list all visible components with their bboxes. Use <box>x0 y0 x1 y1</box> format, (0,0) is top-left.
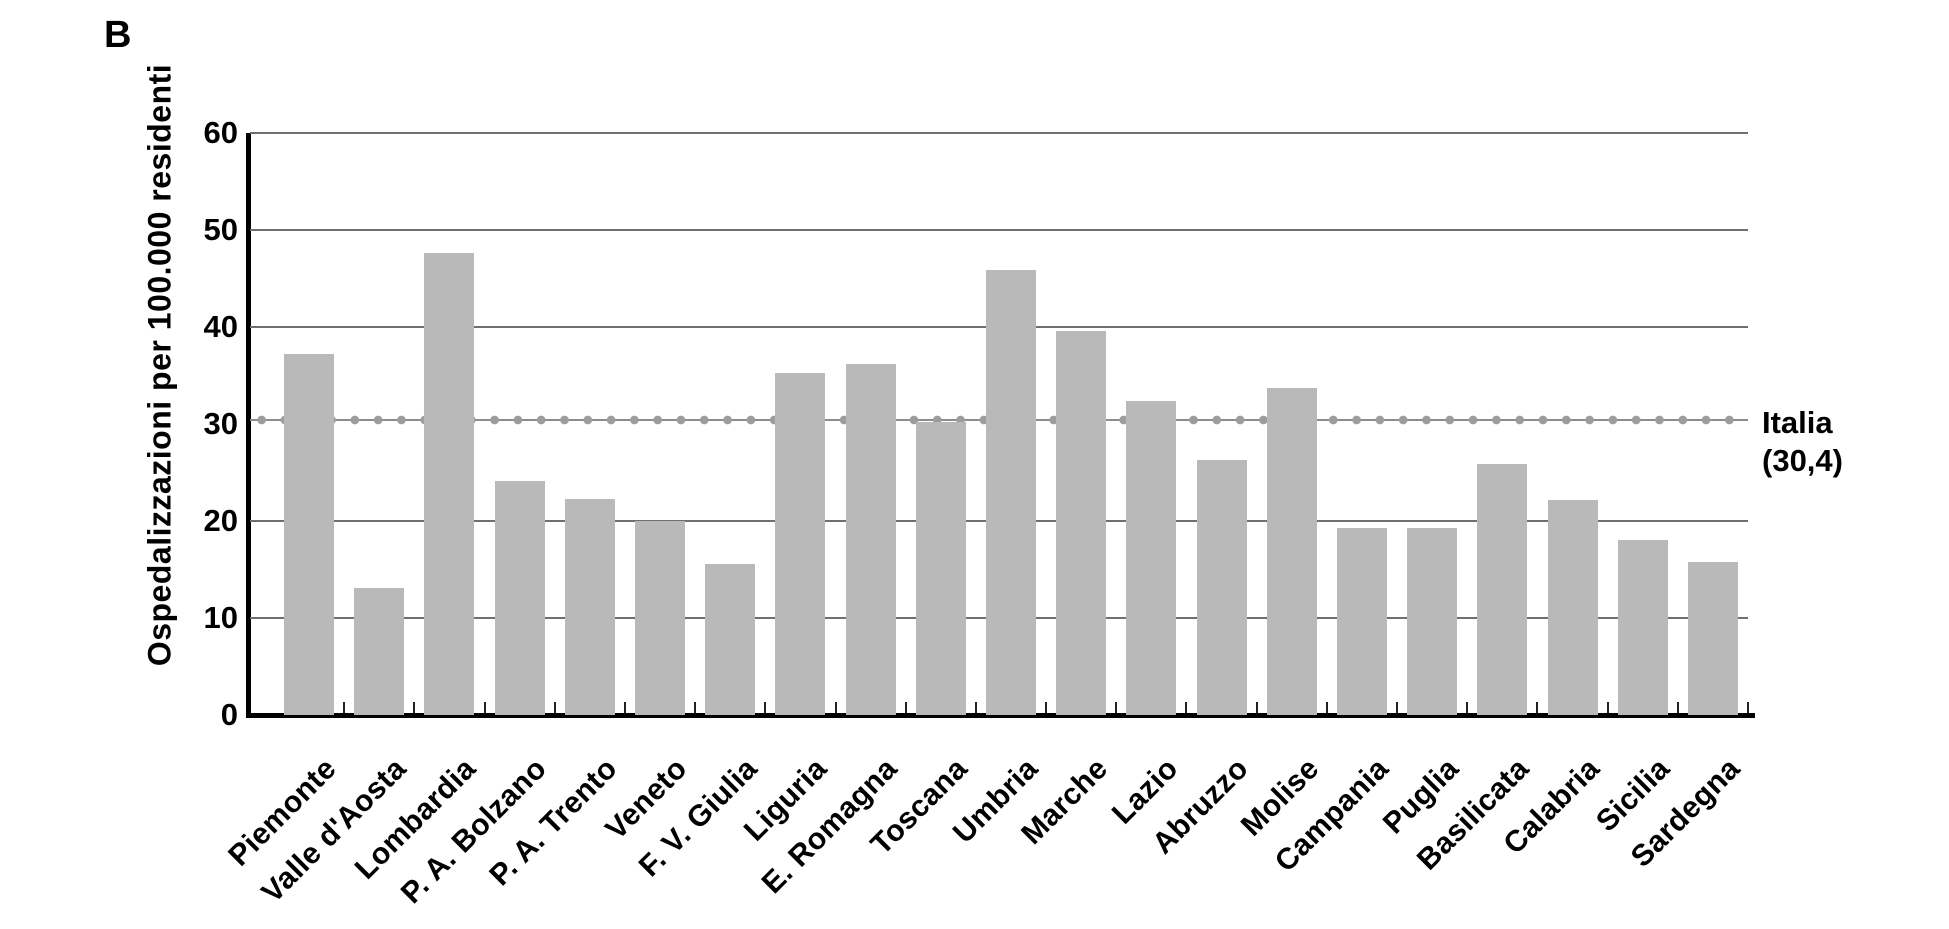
x-axis-tick-base <box>407 713 422 718</box>
bar-toscana <box>915 422 966 715</box>
y-tick-label-40: 40 <box>203 309 238 344</box>
x-axis-tick-base <box>758 713 773 718</box>
bar-abruzzo <box>1196 459 1247 715</box>
x-axis-tick <box>343 702 346 715</box>
x-axis-tick-base <box>337 713 352 718</box>
gridline-50 <box>250 229 1748 231</box>
x-axis-tick <box>1115 702 1118 715</box>
bar-lazio <box>1126 400 1177 715</box>
panel-label: B <box>104 14 132 56</box>
bar-puglia <box>1407 527 1458 715</box>
x-axis-tick <box>1325 702 1328 715</box>
bar-calabria <box>1547 499 1598 715</box>
x-axis-tick <box>1045 702 1048 715</box>
y-tick-label-50: 50 <box>203 212 238 247</box>
y-tick-label-30: 30 <box>203 406 238 441</box>
x-axis-tick-base <box>1319 713 1334 718</box>
x-axis-tick-base <box>1530 713 1545 718</box>
bar-marche <box>1056 330 1107 715</box>
x-axis-tick <box>1466 702 1469 715</box>
x-axis-tick <box>1606 702 1609 715</box>
plot-area: 0 10 20 30 40 50 60 Piemonte Valle d'Aosta Lombar… <box>204 115 1755 910</box>
y-tick-label-10: 10 <box>203 600 238 635</box>
y-tick-label-0: 0 <box>220 697 238 732</box>
bar-umbria <box>986 269 1036 715</box>
reference-line-label-value: (30,4) <box>1762 443 1843 478</box>
y-tick-label-20: 20 <box>203 503 238 538</box>
x-axis-tick-base <box>1109 713 1124 718</box>
bar-p-a-trento <box>564 498 615 715</box>
bar-basilicata <box>1477 463 1528 715</box>
bar-valle-d-aosta <box>354 587 405 715</box>
x-axis-tick <box>1396 702 1399 715</box>
x-axis-tick <box>974 702 977 715</box>
bar-e-romagna <box>845 363 896 715</box>
y-axis-title: Ospedalizzazioni per 100.000 residenti <box>141 63 178 667</box>
bar-veneto <box>635 521 686 715</box>
x-axis-tick-base <box>1390 713 1405 718</box>
bar-molise <box>1266 388 1317 715</box>
y-tick-label-60: 60 <box>203 115 238 150</box>
x-axis-tick-base <box>1460 713 1475 718</box>
x-axis-tick <box>483 702 486 715</box>
x-axis-tick <box>1255 702 1258 715</box>
x-axis-tick <box>1536 702 1539 715</box>
x-axis-tick <box>834 702 837 715</box>
x-axis-tick-base <box>617 713 632 718</box>
x-axis-tick <box>1747 702 1749 715</box>
bar-piemonte <box>284 354 335 715</box>
x-axis-tick-base <box>1039 713 1054 718</box>
x-axis-tick-base <box>1600 713 1615 718</box>
bar-sicilia <box>1617 540 1668 715</box>
bar-campania <box>1336 527 1387 715</box>
bar-sardegna <box>1687 561 1738 715</box>
x-axis-tick <box>623 702 626 715</box>
x-axis-tick-base <box>477 713 492 718</box>
x-axis-tick-base <box>547 713 562 718</box>
x-axis-tick-base <box>1179 713 1194 718</box>
x-axis-tick-base <box>1741 713 1755 718</box>
bar-p-a-bolzano <box>494 481 545 715</box>
x-axis-tick <box>694 702 697 715</box>
x-axis-tick-base <box>828 713 843 718</box>
x-axis-tick <box>1185 702 1188 715</box>
x-axis-tick <box>1676 702 1679 715</box>
x-axis-tick-base <box>968 713 983 718</box>
x-axis-tick-base <box>1249 713 1264 718</box>
x-axis-tick-base <box>898 713 913 718</box>
bar-liguria <box>775 372 826 715</box>
x-axis-tick <box>904 702 907 715</box>
y-axis-line <box>246 133 251 718</box>
reference-line-label: Italia (30,4) <box>1762 404 1843 480</box>
x-axis-tick-base <box>688 713 703 718</box>
x-axis-tick <box>413 702 416 715</box>
x-axis-line <box>246 713 1748 718</box>
bar-f-v-giulia <box>705 563 756 715</box>
bar-lombardia <box>424 253 475 715</box>
reference-line-label-name: Italia <box>1762 405 1833 440</box>
gridline-60 <box>250 132 1748 134</box>
x-axis-tick-base <box>1670 713 1685 718</box>
x-axis-tick <box>553 702 556 715</box>
x-axis-tick <box>764 702 767 715</box>
